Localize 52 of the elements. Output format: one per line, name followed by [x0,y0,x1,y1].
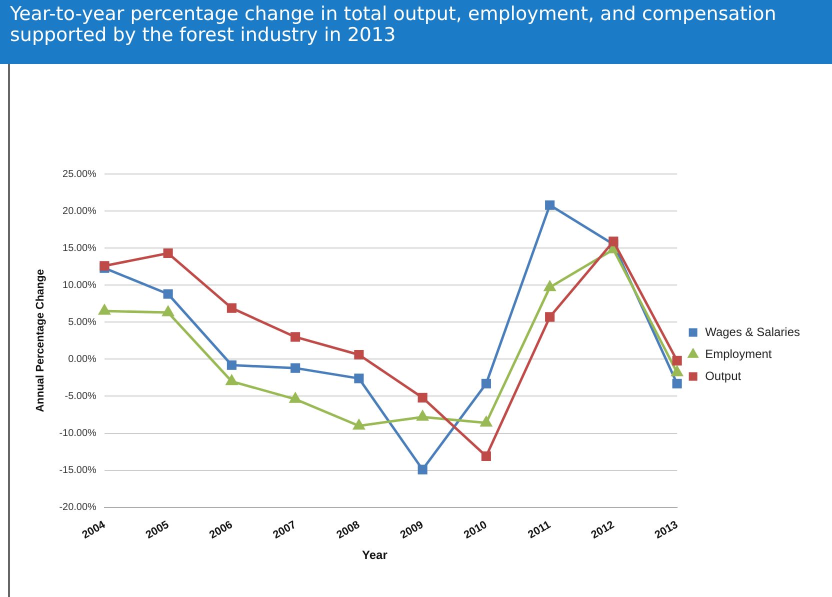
point [671,366,683,376]
point [290,392,301,403]
point [481,451,491,462]
point [418,464,428,474]
point [162,306,174,316]
y-tick-label: 25.00% [62,168,97,180]
point [98,304,110,315]
legend-label: Wages & Salaries [705,324,800,339]
point [354,350,364,360]
point [416,410,428,421]
y-tick-label: 10.00% [62,280,97,291]
y-tick-label: 0.00% [68,354,97,365]
y-tick-label: 5.00% [68,316,97,328]
point [544,281,556,292]
chart-title: Year-to-year percentage change in total output, employment, and compensation supported by the forest industry in 2013 [0,0,832,64]
y-tick-label: -20.00% [59,502,97,514]
point [226,360,236,370]
point [545,200,555,210]
point [353,420,365,430]
legend-label: Output [705,368,742,383]
point [545,312,555,322]
x-tick-label: 2012 [589,518,616,542]
legend-label: Employment [705,346,772,361]
y-tick-label: 20.00% [62,206,97,217]
point [226,303,236,313]
y-tick-label: -10.00% [59,428,97,440]
y-tick-label: 15.00% [62,242,97,254]
x-tick-label: 2011 [526,518,553,542]
x-axis-title: Year [362,548,388,562]
point [480,416,492,427]
point [481,378,491,388]
x-tick-label: 2009 [398,518,426,542]
y-tick-label: -5.00% [64,390,97,402]
point [672,378,682,388]
point [290,332,300,342]
x-tick-label: 2005 [144,518,172,542]
y-tick-label: -15.00% [59,465,97,476]
point [163,289,173,299]
y-axis-title: Annual Percentage Change [34,269,47,412]
point [354,374,364,384]
x-tick-label: 2010 [462,518,490,542]
x-tick-label: 2004 [80,518,108,542]
point [290,363,300,373]
point [608,236,618,246]
point [418,392,428,402]
x-tick-label: 2008 [334,518,362,542]
x-tick-label: 2013 [652,518,680,542]
x-tick-label: 2006 [208,518,235,542]
point [672,356,682,366]
point [226,375,238,386]
x-tick-label: 2007 [271,518,298,542]
point [163,248,173,258]
